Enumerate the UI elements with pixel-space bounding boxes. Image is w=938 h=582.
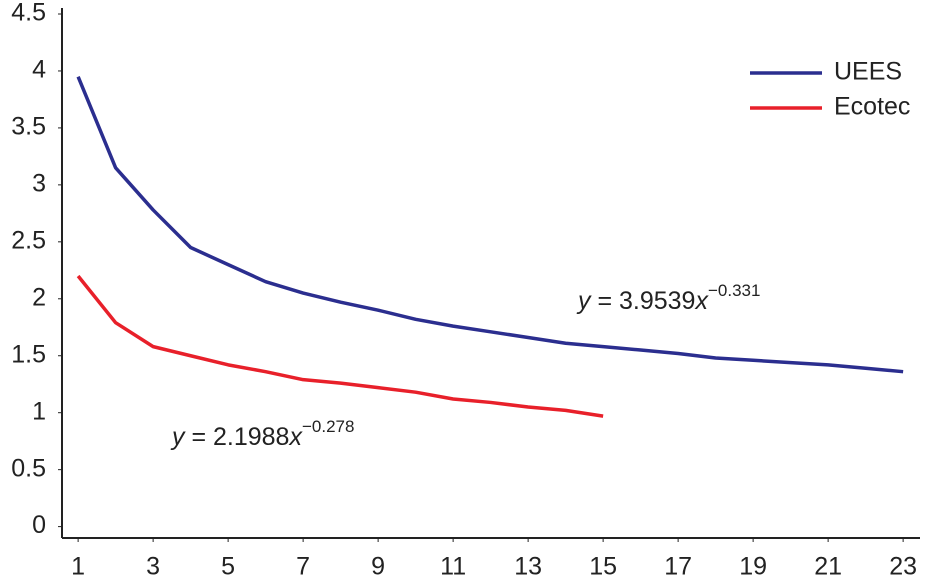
y-tick-label: 1.5 [11,340,46,368]
equation-lhs: y [576,287,592,315]
legend-label: UEES [834,58,902,86]
x-tick-label: 19 [739,553,767,581]
y-tick-label: 2 [32,283,46,311]
y-tick-label: 4 [32,56,46,84]
x-tick-label: 1 [71,553,85,581]
equation-exponent: −0.278 [302,417,354,436]
y-tick-label: 4.5 [11,0,46,27]
x-tick-label: 5 [221,553,235,581]
equation: y = 3.9539x−0.331 [576,281,760,314]
x-tick-label: 23 [889,553,917,581]
x-tick-label: 3 [146,553,160,581]
equation-var: x [288,423,303,451]
equation-exponent: −0.331 [708,281,760,300]
y-tick-label: 0.5 [11,454,46,482]
legend-label: Ecotec [834,93,910,121]
y-tick-label: 3.5 [11,113,46,141]
equation-lhs: y [170,423,186,451]
x-tick-label: 15 [589,553,617,581]
x-tick-label: 11 [440,553,466,581]
equation: y = 2.1988x−0.278 [170,417,354,450]
series-line [76,274,604,418]
y-tick-label: 3 [32,169,46,197]
equation-rhs: = 2.1988 [185,423,290,451]
x-tick-label: 9 [371,553,385,581]
y-tick-label: 0 [32,511,46,539]
x-tick-label: 7 [296,553,310,581]
y-tick-label: 2.5 [11,226,46,254]
y-tick-label: 1 [32,397,46,425]
x-tick-label: 17 [664,553,692,581]
x-tick-label: 13 [514,553,542,581]
series-line [76,75,904,374]
equation-rhs: = 3.9539 [591,287,696,315]
equation-var: x [694,287,709,315]
x-tick-label: 21 [814,553,842,581]
